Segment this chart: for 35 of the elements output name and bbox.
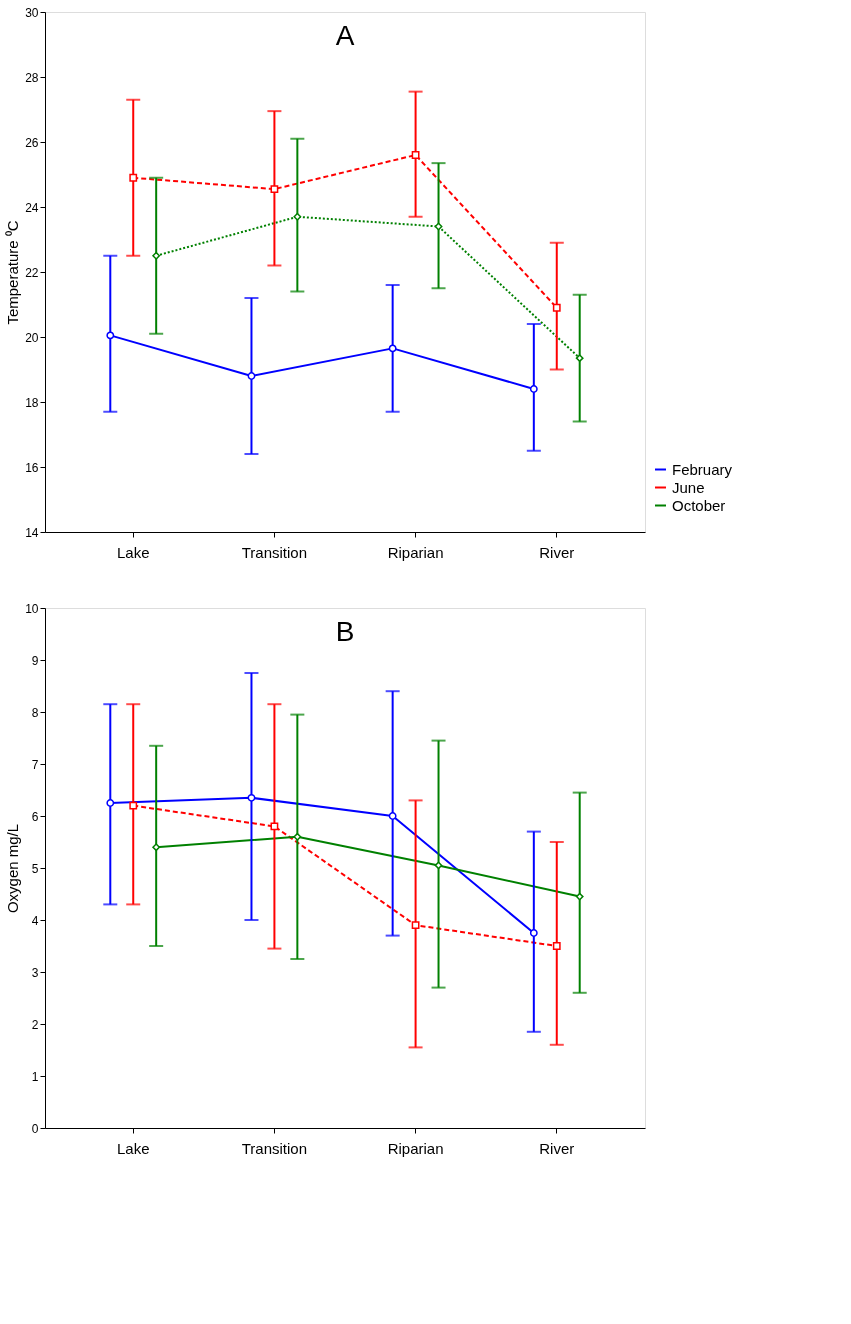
x-tick-label: Transition xyxy=(241,543,308,561)
y-tick-label: 20 xyxy=(25,330,39,345)
x-tick-label: Transition xyxy=(241,1139,308,1157)
y-tick-label: 8 xyxy=(31,705,39,720)
y-tick-label: 2 xyxy=(31,1017,39,1032)
legend-label: February xyxy=(672,460,733,478)
y-tick-label: 16 xyxy=(25,460,39,475)
x-tick-label: Lake xyxy=(116,1139,150,1157)
y-axis-title: Temperature ⁰C xyxy=(4,220,22,325)
y-tick-label: 30 xyxy=(25,5,39,20)
chart-title: A xyxy=(335,20,355,51)
legend-label: October xyxy=(672,496,726,514)
y-tick-label: 22 xyxy=(25,265,39,280)
y-tick-label: 5 xyxy=(31,861,39,876)
x-tick-label: Riparian xyxy=(387,1139,444,1157)
y-tick-label: 6 xyxy=(31,809,39,824)
y-tick-label: 9 xyxy=(31,653,39,668)
y-tick-label: 4 xyxy=(31,913,39,928)
x-tick-label: Lake xyxy=(116,543,150,561)
y-axis-title: Oxygen mg/L xyxy=(4,823,22,914)
y-tick-label: 18 xyxy=(25,395,39,410)
y-tick-label: 28 xyxy=(25,70,39,85)
y-tick-label: 14 xyxy=(25,525,39,540)
y-tick-label: 3 xyxy=(31,965,39,980)
y-tick-label: 24 xyxy=(25,200,39,215)
x-tick-label: River xyxy=(539,1139,575,1157)
x-tick-label: Riparian xyxy=(387,543,444,561)
y-tick-label: 26 xyxy=(25,135,39,150)
chart-title: B xyxy=(335,616,355,647)
y-tick-label: 1 xyxy=(31,1069,39,1084)
x-tick-label: River xyxy=(539,543,575,561)
y-tick-label: 0 xyxy=(31,1121,39,1136)
y-tick-label: 7 xyxy=(31,757,39,772)
legend-label: June xyxy=(672,478,705,496)
y-tick-label: 10 xyxy=(25,601,39,616)
